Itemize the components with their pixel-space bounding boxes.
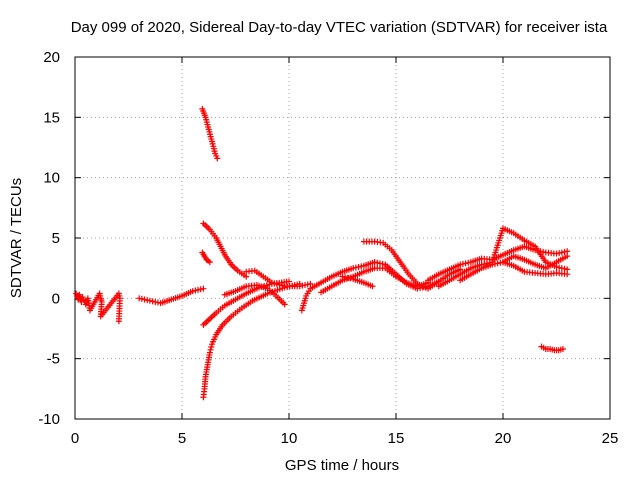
data-point (358, 263, 365, 270)
data-point (561, 248, 568, 255)
series-sat-morning-1 (221, 282, 288, 308)
data-point (494, 260, 501, 267)
axis-ticks: 0 5 10 15 20 25 -10 -5 0 5 10 15 20 (38, 49, 618, 447)
data-point (489, 261, 496, 268)
series-sat-spike-high (199, 105, 221, 162)
series-sat-day-4 (339, 273, 376, 290)
x-tick-label: 25 (602, 430, 619, 447)
data-point (144, 297, 151, 304)
y-tick-label: -5 (47, 351, 60, 368)
data-point (556, 250, 563, 257)
data-point (189, 288, 196, 295)
data-point (304, 281, 311, 288)
data-point (553, 250, 560, 257)
x-tick-label: 5 (178, 430, 186, 447)
data-point (564, 271, 571, 278)
data-point (374, 259, 381, 266)
series-sat-evening-4 (500, 253, 571, 272)
x-tick-label: 10 (281, 430, 298, 447)
series-sat-day-2 (318, 265, 432, 296)
data-point (136, 295, 143, 302)
y-tick-label: 5 (52, 230, 60, 247)
series-sat-mid-high (200, 220, 250, 280)
data-point (206, 259, 213, 266)
data-point (207, 346, 214, 353)
data-point (296, 283, 303, 290)
data-point (342, 274, 349, 281)
data-point (339, 273, 346, 280)
y-tick-label: 20 (43, 49, 60, 66)
data-point (556, 264, 563, 271)
series-sat-morning-2 (243, 267, 314, 290)
data-point (558, 265, 565, 272)
data-point (483, 260, 490, 267)
data-point (208, 344, 215, 351)
y-tick-label: 15 (43, 109, 60, 126)
data-point (115, 318, 122, 325)
data-point (355, 263, 362, 270)
series-sat-neg-rise (200, 278, 292, 328)
data-point (564, 253, 571, 260)
data-point (371, 259, 378, 266)
chart-title: Day 099 of 2020, Sidereal Day-to-day VTE… (71, 19, 608, 36)
x-tick-label: 0 (71, 430, 79, 447)
data-point (281, 301, 288, 308)
grid (75, 57, 610, 419)
series-sat-night-band (136, 285, 207, 307)
data-point (206, 349, 213, 356)
data-point (491, 260, 498, 267)
x-axis-label: GPS time / hours (285, 457, 399, 474)
data-point (214, 155, 221, 162)
data-point (559, 346, 566, 353)
data-point (149, 298, 156, 305)
data-point (286, 278, 292, 285)
data-point (197, 286, 204, 293)
data-point (352, 264, 359, 271)
y-tick-label: 0 (52, 290, 60, 307)
data-point (200, 285, 207, 292)
data-point (350, 265, 357, 272)
data-point (457, 261, 464, 268)
series-sat-early-scatter (73, 290, 123, 325)
data-point (195, 286, 202, 293)
data-point (465, 259, 472, 266)
series-sat-mid-small (199, 249, 213, 266)
data-point (138, 295, 145, 302)
x-tick-label: 15 (388, 430, 405, 447)
y-tick-label: 10 (43, 170, 60, 187)
data-point (347, 275, 354, 282)
x-tick-label: 20 (495, 430, 512, 447)
series-sat-dip (200, 280, 303, 401)
data-point (558, 249, 565, 256)
data-point (344, 274, 351, 281)
data-point (462, 260, 469, 267)
data-point (141, 296, 148, 303)
data-point (369, 283, 376, 290)
data-point (459, 260, 466, 267)
data-point (192, 287, 199, 294)
data-point (299, 282, 306, 289)
data-point (302, 282, 309, 289)
y-axis-label: SDTVAR / TECUs (8, 178, 25, 298)
data-point (561, 265, 568, 272)
data-point (146, 297, 153, 304)
series-sat-late-neg (538, 343, 566, 354)
y-tick-label: -10 (38, 411, 60, 428)
data-points (73, 105, 571, 401)
data-point (152, 298, 159, 305)
